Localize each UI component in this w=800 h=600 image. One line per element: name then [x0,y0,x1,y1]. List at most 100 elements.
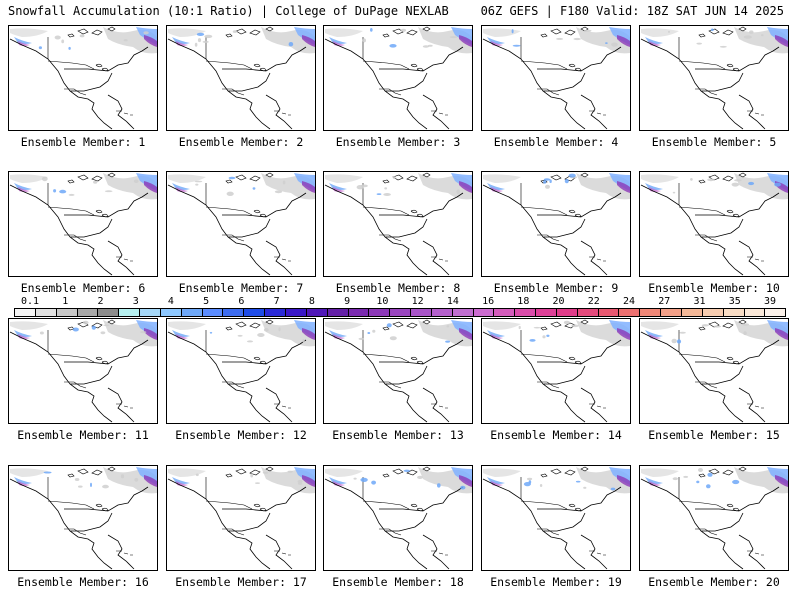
colorbar-swatch [15,309,36,316]
colorbar-swatch [244,309,266,316]
great-lakes [253,209,267,218]
map-frame [8,465,158,571]
alaska-snow-cover [641,468,679,477]
caribbean-islands [274,550,291,556]
snow-patch [194,180,203,183]
snow-patch [710,28,714,32]
snow-patch [353,477,357,480]
snow-patch [120,474,125,479]
snow-patch [102,484,109,489]
colorbar-swatch [160,309,182,316]
snow-patch [749,30,754,34]
arctic-islands [382,319,431,331]
arctic-islands [698,26,747,38]
snow-patch [68,46,71,50]
ensemble-member-label: Ensemble Member: 2 [178,135,304,149]
snow-patch [78,485,83,488]
alaska-snow-cover [483,321,521,330]
alaska-snow-cover [168,28,206,37]
colorbar-swatch [723,309,745,316]
colorbar-tick-label: 12 [411,296,424,307]
snow-patch [706,484,711,489]
snow-patch [38,46,42,50]
map-frame [323,318,473,424]
map-frame [481,25,631,131]
great-lakes [410,356,424,365]
snow-patch [356,185,364,190]
snow-patch [376,193,382,195]
great-lakes [95,209,109,218]
arctic-islands [225,26,274,38]
colorbar-swatch [35,309,57,316]
snow-patch [584,29,592,32]
snow-patch [246,340,254,343]
snow-patch [93,180,98,184]
alaska-snow-cover [168,321,206,330]
arctic-islands [225,466,274,478]
snow-patch [41,176,48,182]
colorbar-tick-label: 22 [587,296,600,307]
colorbar-swatch [98,309,120,316]
colorbar-tick-label: 8 [308,296,315,307]
colorbar-swatch [577,309,599,316]
us-mexico-border [537,528,560,536]
colorbar-swatch [369,309,391,316]
map-title: Snowfall Accumulation (10:1 Ratio) | Col… [8,4,449,18]
map-canvas [640,319,788,423]
snow-patch [696,480,700,484]
snow-patch [456,189,460,195]
snow-patch [287,470,293,473]
us-canada-border [362,60,410,70]
great-lakes [95,356,109,365]
greenland-heavy-snowfall [459,181,472,193]
alaska-snow-cover [10,174,48,183]
snow-patch [257,333,265,337]
us-mexico-border [537,381,560,389]
map-canvas [324,466,472,570]
snow-patch [774,182,781,187]
caribbean-islands [431,550,448,556]
snow-patch [90,482,92,487]
map-canvas [324,172,472,276]
snow-patch [546,334,550,337]
map-frame [481,465,631,571]
map-frame [323,171,473,277]
map-canvas [640,466,788,570]
arctic-islands [382,466,431,478]
greenland-heavy-snowfall [302,328,315,340]
coastline [324,331,464,423]
colorbar-swatch [285,309,307,316]
snow-patch [449,36,458,39]
us-mexico-border [222,234,245,242]
snow-patch [372,329,376,333]
snow-patch [542,335,546,339]
arctic-islands [225,319,274,331]
colorbar-tick-label: 20 [552,296,565,307]
ensemble-member-label: Ensemble Member: 18 [332,575,464,589]
snow-patch [668,30,670,33]
colorbar-tick-label: 3 [132,296,139,307]
colorbar-swatch [452,309,474,316]
ensemble-map-panel [639,465,789,571]
great-lakes [568,63,582,72]
coastline [167,331,307,423]
caribbean-islands [747,256,764,262]
snow-patch [360,477,368,482]
snow-patch [39,331,44,335]
map-frame [166,25,316,131]
greenland-heavy-snowfall [302,475,315,487]
snow-patch [748,181,755,186]
valid-time-label: 06Z GEFS | F180 Valid: 18Z SAT JUN 14 20… [480,4,784,18]
snow-patch [196,32,205,36]
coastline [640,184,780,276]
snow-patch [232,30,237,33]
colorbar-swatch [598,309,620,316]
colorbar-swatch [140,309,161,316]
map-frame [639,25,789,131]
caribbean-islands [116,550,133,556]
colorbar-tick-label: 1 [62,296,69,307]
ensemble-map-panel [166,25,316,131]
colorbar-swatch [265,309,286,316]
ensemble-member-label: Ensemble Member: 5 [651,135,777,149]
snow-patch [226,191,234,196]
